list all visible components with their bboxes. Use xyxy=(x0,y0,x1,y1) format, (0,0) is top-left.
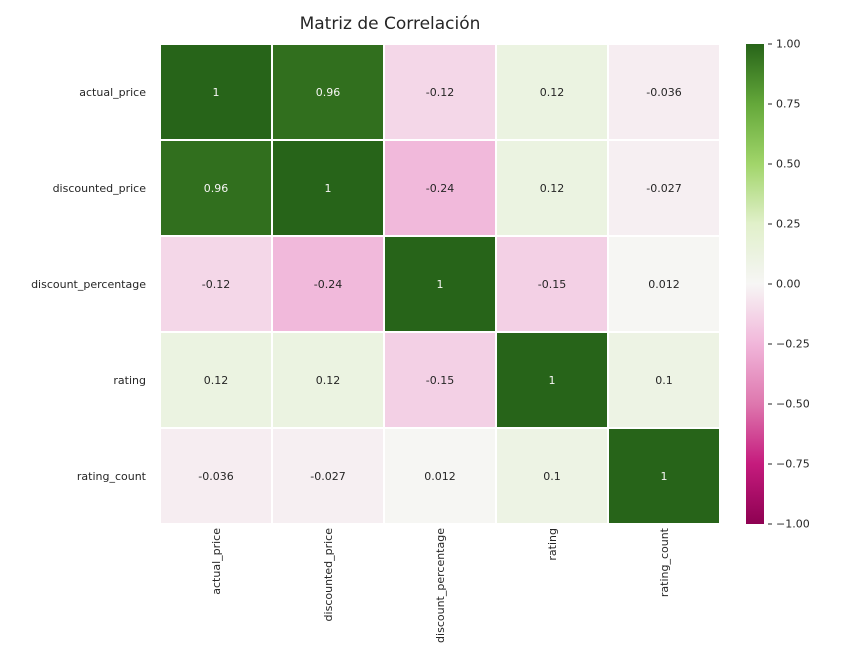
colorbar-tick-label: 0.75 xyxy=(776,98,801,111)
colorbar-tick-label: 1.00 xyxy=(776,38,801,51)
colorbar-tick: 0.25 xyxy=(768,218,801,231)
colorbar-tick: −0.50 xyxy=(768,398,810,411)
heatmap-grid: 10.96-0.120.12-0.0360.961-0.240.12-0.027… xyxy=(160,44,720,524)
y-axis-labels: actual_pricediscounted_pricediscount_per… xyxy=(0,44,152,524)
colorbar: 1.000.750.500.250.00−0.25−0.50−0.75−1.00 xyxy=(746,44,846,524)
heatmap-cell: 0.12 xyxy=(272,332,384,428)
colorbar-tick-label: 0.25 xyxy=(776,218,801,231)
colorbar-tick-label: 0.50 xyxy=(776,158,801,171)
colorbar-tick: −0.75 xyxy=(768,458,810,471)
heatmap-cell: 0.12 xyxy=(496,44,608,140)
heatmap-cell: 0.12 xyxy=(496,140,608,236)
heatmap-cell: -0.027 xyxy=(272,428,384,524)
x-tick-label: actual_price xyxy=(160,528,272,648)
correlation-heatmap-figure: Matriz de Correlación actual_pricediscou… xyxy=(0,0,854,664)
heatmap-cell: 1 xyxy=(608,428,720,524)
heatmap-cell: 0.12 xyxy=(160,332,272,428)
x-tick-label: rating xyxy=(496,528,608,648)
chart-title: Matriz de Correlación xyxy=(0,14,780,34)
heatmap-cell: 0.012 xyxy=(384,428,496,524)
colorbar-tick-label: −0.75 xyxy=(776,458,810,471)
colorbar-tick: 0.50 xyxy=(768,158,801,171)
heatmap-cell: 1 xyxy=(160,44,272,140)
colorbar-tick: −0.25 xyxy=(768,338,810,351)
x-tick-label: rating_count xyxy=(608,528,720,648)
heatmap-cell: 0.1 xyxy=(608,332,720,428)
colorbar-tick: 0.00 xyxy=(768,278,801,291)
colorbar-tick-label: −0.25 xyxy=(776,338,810,351)
heatmap-cell: -0.12 xyxy=(160,236,272,332)
heatmap-cell: -0.24 xyxy=(272,236,384,332)
x-tick-label: discounted_price xyxy=(272,528,384,648)
heatmap-cell: -0.15 xyxy=(384,332,496,428)
colorbar-gradient xyxy=(746,44,764,524)
colorbar-tick: 1.00 xyxy=(768,38,801,51)
heatmap-cell: 1 xyxy=(496,332,608,428)
heatmap-cell: 1 xyxy=(384,236,496,332)
y-tick-label: rating xyxy=(0,332,152,428)
y-tick-label: rating_count xyxy=(0,428,152,524)
y-tick-label: actual_price xyxy=(0,44,152,140)
colorbar-ticks: 1.000.750.500.250.00−0.25−0.50−0.75−1.00 xyxy=(768,44,838,524)
heatmap-cell: 0.012 xyxy=(608,236,720,332)
y-tick-label: discounted_price xyxy=(0,140,152,236)
heatmap-cell: 0.1 xyxy=(496,428,608,524)
heatmap-cell: 0.96 xyxy=(160,140,272,236)
colorbar-tick-label: 0.00 xyxy=(776,278,801,291)
heatmap-cell: -0.036 xyxy=(608,44,720,140)
heatmap-cell: 1 xyxy=(272,140,384,236)
colorbar-tick-label: −0.50 xyxy=(776,398,810,411)
colorbar-tick: 0.75 xyxy=(768,98,801,111)
x-tick-label: discount_percentage xyxy=(384,528,496,648)
y-tick-label: discount_percentage xyxy=(0,236,152,332)
x-axis-labels: actual_pricediscounted_pricediscount_per… xyxy=(160,528,720,648)
colorbar-tick-label: −1.00 xyxy=(776,518,810,531)
heatmap-cell: -0.24 xyxy=(384,140,496,236)
heatmap-cell: -0.15 xyxy=(496,236,608,332)
heatmap-cell: -0.12 xyxy=(384,44,496,140)
heatmap-cell: 0.96 xyxy=(272,44,384,140)
heatmap-cell: -0.027 xyxy=(608,140,720,236)
heatmap-cell: -0.036 xyxy=(160,428,272,524)
colorbar-tick: −1.00 xyxy=(768,518,810,531)
